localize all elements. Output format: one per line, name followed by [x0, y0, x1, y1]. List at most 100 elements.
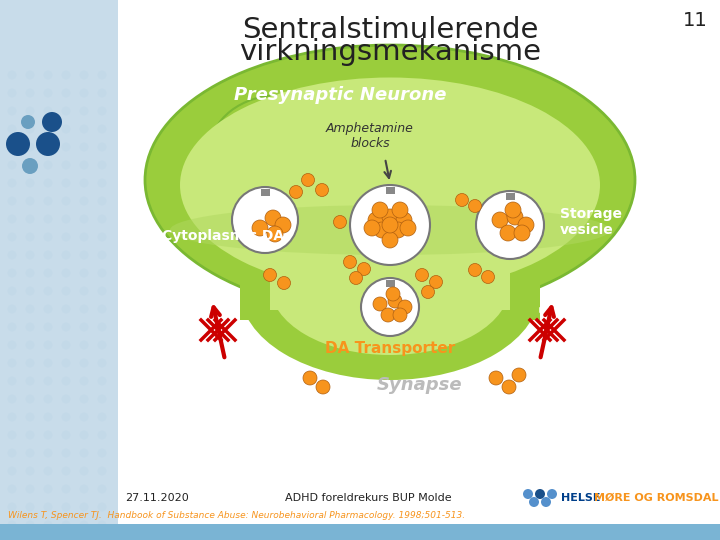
Circle shape [61, 106, 71, 116]
Circle shape [61, 322, 71, 332]
Circle shape [7, 197, 17, 206]
Circle shape [61, 160, 71, 170]
Circle shape [97, 179, 107, 187]
Circle shape [97, 106, 107, 116]
Circle shape [43, 449, 53, 457]
Circle shape [6, 132, 30, 156]
Circle shape [61, 197, 71, 206]
Circle shape [350, 185, 430, 265]
Circle shape [7, 521, 17, 530]
Circle shape [79, 449, 89, 457]
Ellipse shape [145, 45, 635, 315]
Circle shape [97, 143, 107, 152]
Circle shape [518, 217, 534, 233]
Circle shape [476, 191, 544, 259]
Circle shape [43, 322, 53, 332]
Circle shape [381, 308, 395, 322]
Text: Storage
vesicle: Storage vesicle [560, 207, 622, 237]
Circle shape [97, 467, 107, 476]
Circle shape [396, 212, 412, 228]
Circle shape [275, 217, 291, 233]
Circle shape [97, 341, 107, 349]
Circle shape [43, 341, 53, 349]
Circle shape [79, 305, 89, 314]
Circle shape [61, 484, 71, 494]
Circle shape [36, 132, 60, 156]
Circle shape [79, 322, 89, 332]
Ellipse shape [240, 200, 540, 380]
Circle shape [315, 184, 328, 197]
Circle shape [482, 271, 495, 284]
Circle shape [43, 503, 53, 511]
Circle shape [43, 89, 53, 98]
Circle shape [61, 359, 71, 368]
Circle shape [358, 262, 371, 275]
Circle shape [79, 197, 89, 206]
Text: ADHD foreldrekurs BUP Molde: ADHD foreldrekurs BUP Molde [285, 493, 451, 503]
FancyBboxPatch shape [270, 180, 510, 310]
Circle shape [97, 484, 107, 494]
Text: DA Transporter: DA Transporter [325, 341, 455, 355]
Ellipse shape [270, 215, 510, 355]
Circle shape [386, 287, 400, 301]
Circle shape [25, 503, 35, 511]
Text: Synapse: Synapse [377, 376, 463, 394]
Text: Presynaptic Neurone: Presynaptic Neurone [234, 86, 446, 104]
Circle shape [43, 214, 53, 224]
Circle shape [373, 297, 387, 311]
Circle shape [25, 71, 35, 79]
Circle shape [61, 287, 71, 295]
Circle shape [43, 143, 53, 152]
Circle shape [61, 376, 71, 386]
Circle shape [7, 395, 17, 403]
Text: HELSE: HELSE [561, 493, 604, 503]
Text: Sentralstimulerende: Sentralstimulerende [242, 16, 538, 44]
Circle shape [61, 395, 71, 403]
Circle shape [25, 197, 35, 206]
Circle shape [361, 278, 419, 336]
FancyBboxPatch shape [261, 188, 269, 195]
Circle shape [492, 212, 508, 228]
Circle shape [61, 467, 71, 476]
Circle shape [25, 322, 35, 332]
Circle shape [97, 125, 107, 133]
Circle shape [7, 430, 17, 440]
Circle shape [61, 71, 71, 79]
Ellipse shape [435, 103, 565, 207]
Circle shape [25, 395, 35, 403]
Circle shape [97, 160, 107, 170]
Circle shape [79, 143, 89, 152]
Circle shape [25, 214, 35, 224]
Circle shape [372, 202, 388, 218]
Circle shape [97, 233, 107, 241]
Circle shape [79, 179, 89, 187]
Circle shape [61, 251, 71, 260]
Circle shape [7, 214, 17, 224]
Circle shape [507, 209, 523, 225]
Circle shape [79, 268, 89, 278]
Circle shape [302, 173, 315, 186]
Circle shape [61, 341, 71, 349]
Circle shape [97, 214, 107, 224]
Circle shape [7, 449, 17, 457]
Circle shape [469, 264, 482, 276]
FancyBboxPatch shape [240, 165, 540, 320]
Circle shape [7, 233, 17, 241]
FancyBboxPatch shape [385, 280, 395, 287]
Circle shape [97, 503, 107, 511]
Circle shape [25, 179, 35, 187]
Circle shape [252, 220, 268, 236]
Circle shape [43, 413, 53, 422]
Circle shape [505, 202, 521, 218]
Circle shape [61, 305, 71, 314]
Circle shape [514, 225, 530, 241]
Text: 11: 11 [683, 10, 708, 30]
Circle shape [43, 106, 53, 116]
Circle shape [79, 484, 89, 494]
Circle shape [97, 305, 107, 314]
Circle shape [25, 484, 35, 494]
Circle shape [79, 89, 89, 98]
Circle shape [382, 217, 398, 233]
Circle shape [547, 489, 557, 499]
Circle shape [541, 497, 551, 507]
